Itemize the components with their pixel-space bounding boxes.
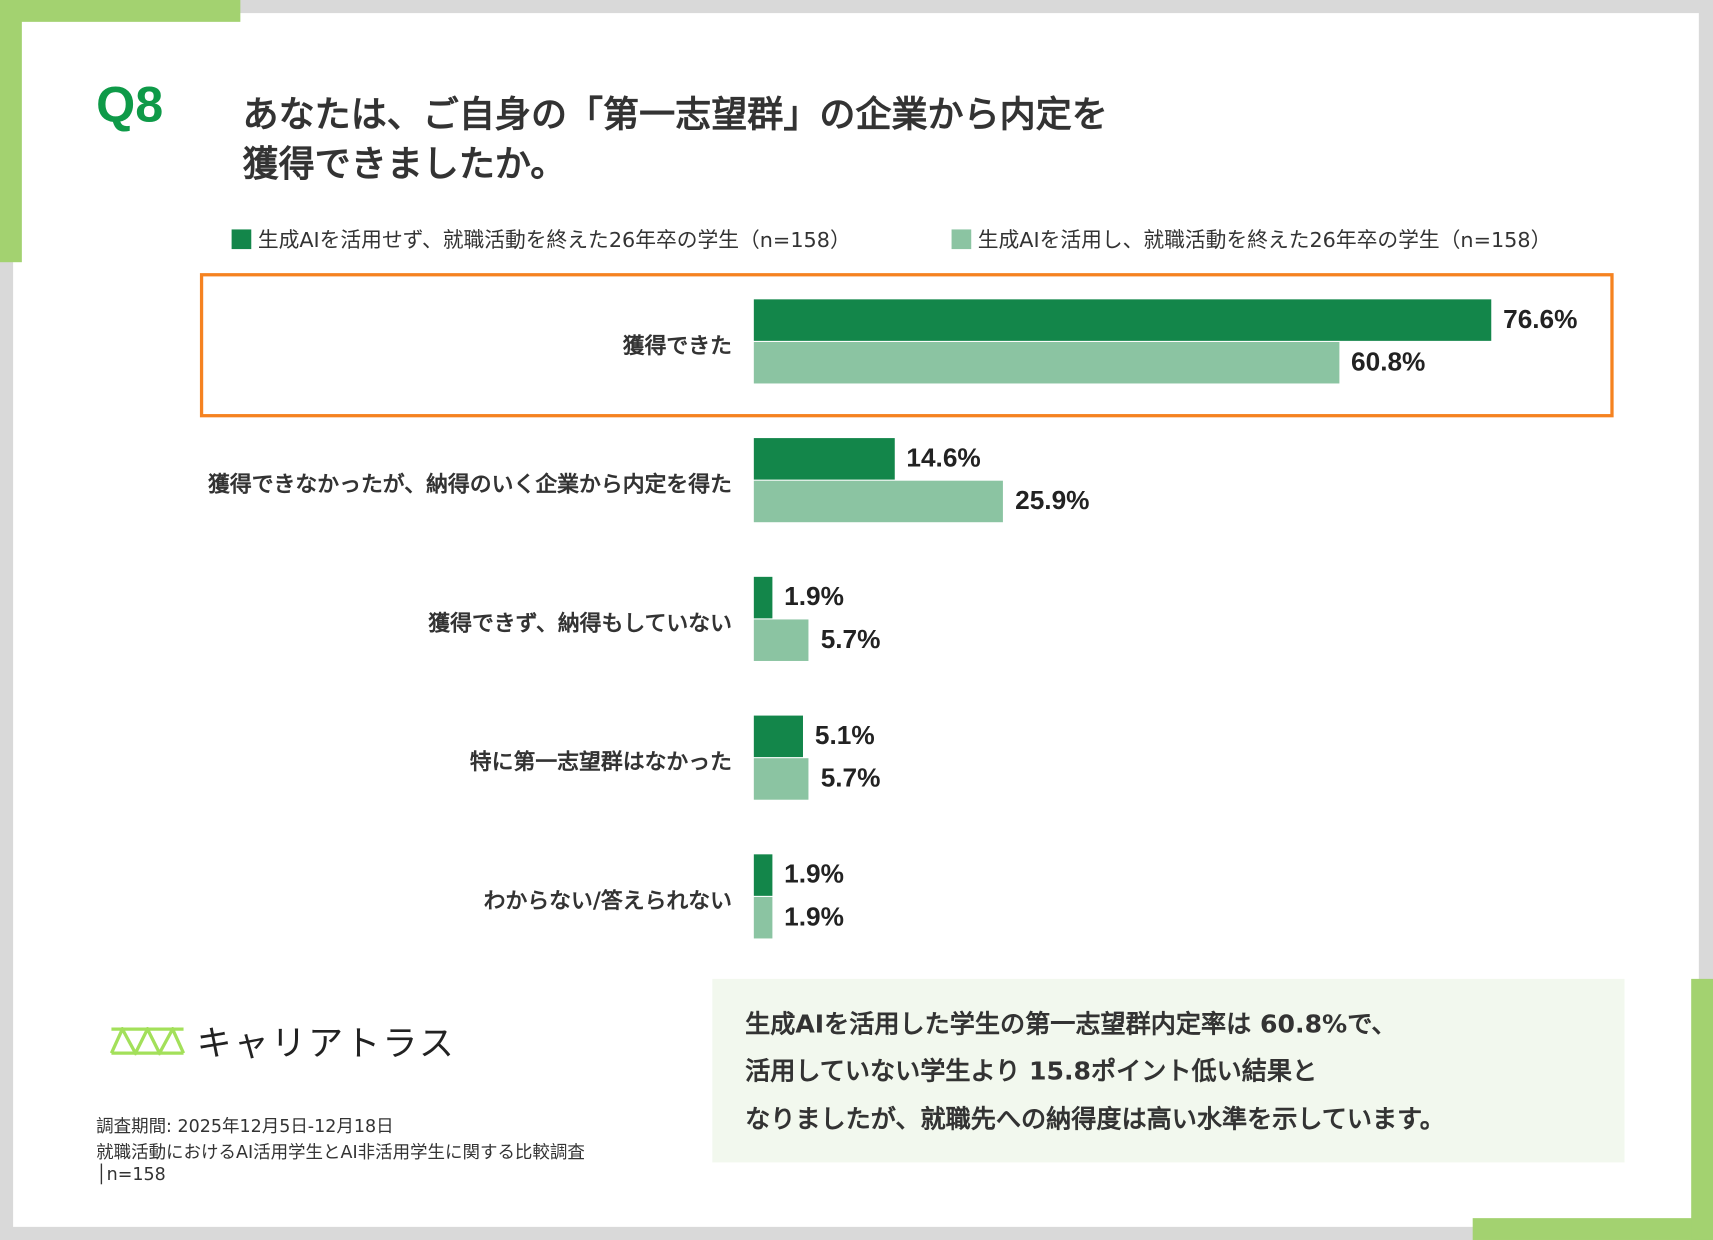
question-number: Q8 — [96, 75, 164, 133]
value-label: 76.6% — [1503, 304, 1578, 335]
bar-no-ai — [753, 576, 773, 619]
bar-ai — [753, 341, 1340, 384]
bar-no-ai — [753, 715, 803, 758]
highlight-box — [199, 273, 1614, 418]
bar-no-ai — [753, 854, 773, 896]
logo-truss-icon — [109, 1026, 186, 1056]
category-label: 獲得できた — [622, 332, 732, 359]
value-label: 1.9% — [784, 859, 844, 890]
question-title-line-2: 獲得できましたか。 — [242, 142, 567, 185]
corner-accent-right — [1691, 978, 1713, 1240]
category-label: わからない/答えられない — [483, 887, 732, 914]
value-label: 25.9% — [1015, 486, 1090, 516]
summary-line-2: 活用していない学生より 15.8ポイント低い結果と — [745, 1057, 1318, 1086]
bar-ai — [753, 480, 1004, 523]
value-label: 14.6% — [906, 443, 981, 474]
corner-accent-bottom — [1472, 1218, 1713, 1240]
bar-no-ai — [753, 299, 1492, 341]
legend-label: 生成AIを活用し、就職活動を終えた26年卒の学生（n=158） — [977, 228, 1552, 253]
logo: キャリアトラス — [109, 1016, 456, 1066]
value-label: 1.9% — [784, 582, 844, 612]
legend-swatch-dark — [231, 228, 252, 249]
value-label: 5.1% — [814, 721, 875, 751]
value-label: 60.8% — [1351, 347, 1426, 377]
value-label: 5.7% — [820, 763, 881, 794]
footer-survey-name: 就職活動におけるAI活用学生とAI非活用学生に関する比較調査 — [96, 1141, 585, 1163]
question-title-line-1: あなたは、ご自身の「第一志望群」の企業から内定を — [242, 92, 1108, 136]
summary-box — [712, 978, 1625, 1163]
logo-text: キャリアトラス — [196, 1022, 456, 1065]
legend-label: 生成AIを活用せず、就職活動を終えた26年卒の学生（n=158） — [257, 228, 851, 253]
bar-ai — [753, 619, 809, 661]
corner-accent-top — [0, 0, 241, 22]
legend-item-ai: 生成AIを活用し、就職活動を終えた26年卒の学生（n=158） — [951, 224, 1552, 253]
corner-accent-left — [0, 0, 22, 263]
category-label: 特に第一志望群はなかった — [469, 748, 732, 775]
legend-swatch-light — [951, 228, 972, 249]
footer-sample-size: │n=158 — [96, 1163, 166, 1185]
value-label: 5.7% — [820, 624, 881, 655]
category-label: 獲得できなかったが、納得のいく企業から内定を得た — [208, 470, 732, 498]
summary-line-3: なりましたが、就職先への納得度は高い水準を示しています。 — [745, 1105, 1445, 1135]
bar-no-ai — [753, 438, 895, 480]
value-label: 1.9% — [784, 902, 844, 932]
bar-ai — [753, 758, 809, 800]
category-label: 獲得できず、納得もしていない — [428, 609, 732, 636]
bar-ai — [753, 896, 773, 939]
footer-survey-period: 調査期間: 2025年12月5日-12月18日 — [96, 1115, 394, 1137]
legend-item-no-ai: 生成AIを活用せず、就職活動を終えた26年卒の学生（n=158） — [231, 224, 851, 253]
summary-line-1: 生成AIを活用した学生の第一志望群内定率は 60.8%で、 — [745, 1010, 1397, 1039]
